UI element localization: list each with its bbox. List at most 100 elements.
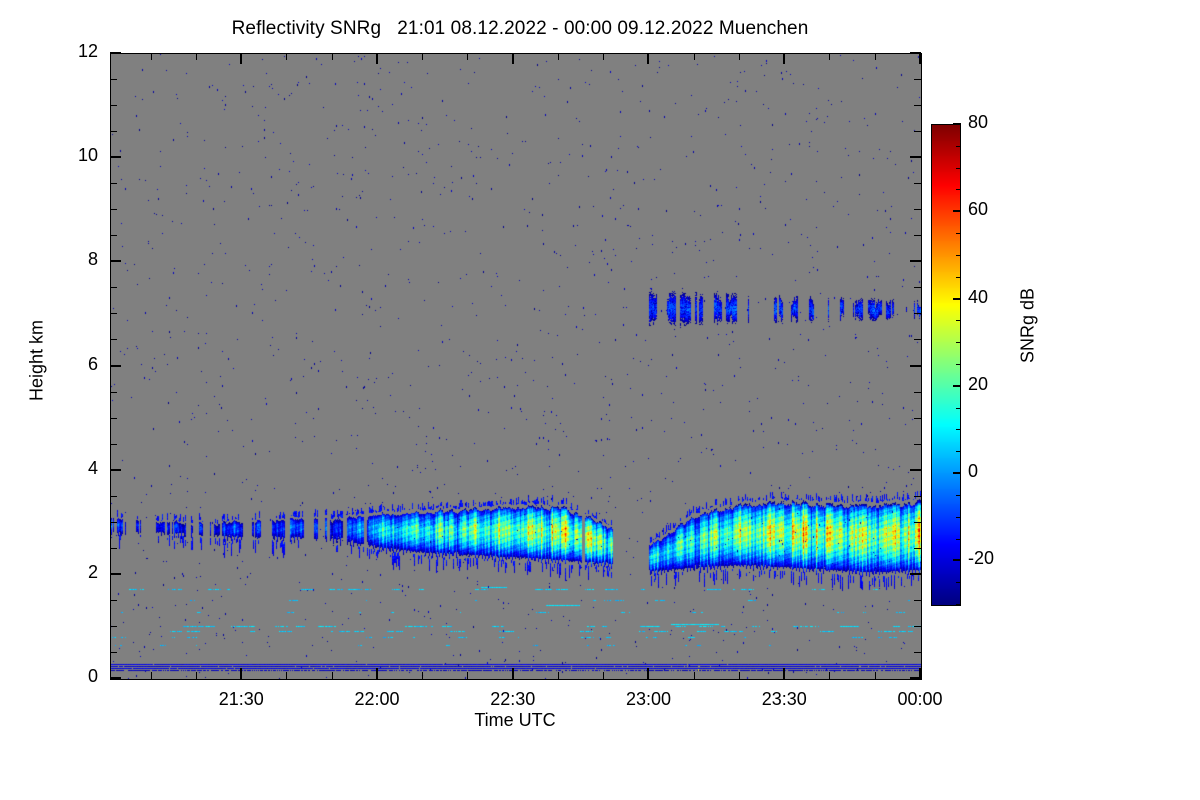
y-tick-minor [110, 495, 117, 497]
y-tick-minor [110, 547, 117, 549]
x-tick-major-top [511, 53, 514, 64]
x-tick-minor [422, 672, 424, 679]
x-axis-title: Time UTC [474, 710, 556, 730]
y-tick-minor [110, 417, 117, 419]
colorbar-tick-label: -20 [968, 548, 995, 569]
colorbar-tick-major [953, 559, 961, 562]
y-tick-major [110, 364, 121, 367]
colorbar-tick-minor [956, 189, 961, 191]
y-tick-major [110, 260, 121, 263]
y-tick-label: 10 [77, 145, 98, 166]
colorbar [931, 124, 961, 606]
x-tick-major [511, 668, 514, 679]
y-tick-minor-right [914, 521, 921, 523]
x-tick-label: 23:00 [625, 689, 671, 709]
y-tick-minor [110, 183, 117, 185]
x-tick-minor-top [195, 53, 197, 60]
y-tick-minor [110, 391, 117, 393]
x-tick-minor [557, 672, 559, 679]
x-tick-major [783, 668, 786, 679]
y-tick-minor-right [914, 79, 921, 81]
y-tick-minor [110, 287, 117, 289]
y-tick-minor [110, 105, 117, 107]
y-tick-minor-right [914, 599, 921, 601]
colorbar-tick-major [953, 472, 961, 475]
y-tick-minor-right [914, 313, 921, 315]
y-tick-minor-right [914, 443, 921, 445]
colorbar-tick-minor [956, 604, 961, 605]
x-tick-minor [603, 672, 605, 679]
colorbar-tick-minor [956, 320, 961, 322]
y-tick-minor [110, 235, 117, 237]
x-tick-minor-top [467, 53, 469, 60]
x-tick-minor [331, 672, 333, 679]
x-tick-minor-top [331, 53, 333, 60]
x-tick-minor-top [829, 53, 831, 60]
plot-area [110, 53, 922, 680]
y-tick-major-right [910, 468, 921, 471]
y-tick-minor-right [914, 495, 921, 497]
y-tick-label: 6 [87, 353, 98, 374]
y-tick-minor-right [914, 651, 921, 653]
y-tick-major [110, 468, 121, 471]
page-title: Reflectivity SNRg 21:01 08.12.2022 - 00:… [231, 18, 809, 39]
colorbar-tick-label: 80 [968, 112, 989, 132]
colorbar-tick-major [953, 210, 961, 213]
y-tick-minor-right [914, 131, 921, 133]
colorbar-tick-minor [956, 516, 961, 518]
y-tick-minor-right [914, 183, 921, 185]
colorbar-tick-minor [956, 364, 961, 365]
x-tick-label: 23:30 [761, 689, 807, 709]
x-tick-minor-top [874, 53, 876, 60]
y-tick-minor-right [914, 391, 921, 393]
y-tick-minor [110, 443, 117, 445]
y-tick-minor [110, 79, 117, 81]
x-tick-major-top [375, 53, 378, 64]
y-tick-major [110, 572, 121, 575]
colorbar-tick-minor [956, 145, 961, 147]
colorbar-tick-minor [956, 494, 961, 496]
y-tick-major-right [910, 572, 921, 575]
x-tick-label: 21:30 [218, 689, 264, 709]
x-tick-minor [829, 672, 831, 679]
colorbar-tick-major [953, 297, 961, 300]
colorbar-tick-major [953, 123, 961, 125]
y-axis-title: Height km [26, 319, 47, 402]
y-tick-minor-right [914, 625, 921, 627]
y-tick-minor-right [914, 235, 921, 237]
x-tick-major-top [919, 53, 921, 64]
colorbar-tick-minor [956, 342, 961, 344]
y-tick-major [110, 677, 121, 679]
x-tick-minor [874, 672, 876, 679]
x-tick-major [647, 668, 650, 679]
y-tick-minor-right [914, 547, 921, 549]
y-tick-minor-right [914, 417, 921, 419]
colorbar-tick-minor [956, 429, 961, 431]
y-tick-major-right [910, 364, 921, 367]
x-tick-minor-top [422, 53, 424, 60]
y-tick-minor-right [914, 209, 921, 211]
x-tick-minor [150, 672, 152, 679]
x-tick-major [919, 668, 921, 679]
y-tick-major [110, 52, 121, 54]
x-tick-minor-top [738, 53, 740, 60]
colorbar-tick-minor [956, 582, 961, 584]
y-tick-minor [110, 209, 117, 211]
y-tick-major-right [910, 677, 921, 679]
x-tick-label: 22:00 [354, 689, 400, 709]
x-tick-major-top [783, 53, 786, 64]
colorbar-gradient [932, 125, 960, 605]
y-tick-minor [110, 131, 117, 133]
colorbar-tick-label: 0 [968, 461, 979, 482]
colorbar-tick-minor [956, 254, 961, 256]
x-tick-minor-top [603, 53, 605, 60]
colorbar-tick-minor [956, 276, 961, 278]
colorbar-tick-minor [956, 407, 961, 409]
colorbar-title: SNRg dB [1017, 287, 1038, 364]
x-tick-major [375, 668, 378, 679]
x-tick-minor-top [150, 53, 152, 60]
y-tick-label: 2 [87, 561, 98, 582]
y-tick-minor [110, 339, 117, 341]
colorbar-tick-minor [956, 233, 961, 235]
reflectivity-heatmap-canvas [111, 54, 921, 679]
